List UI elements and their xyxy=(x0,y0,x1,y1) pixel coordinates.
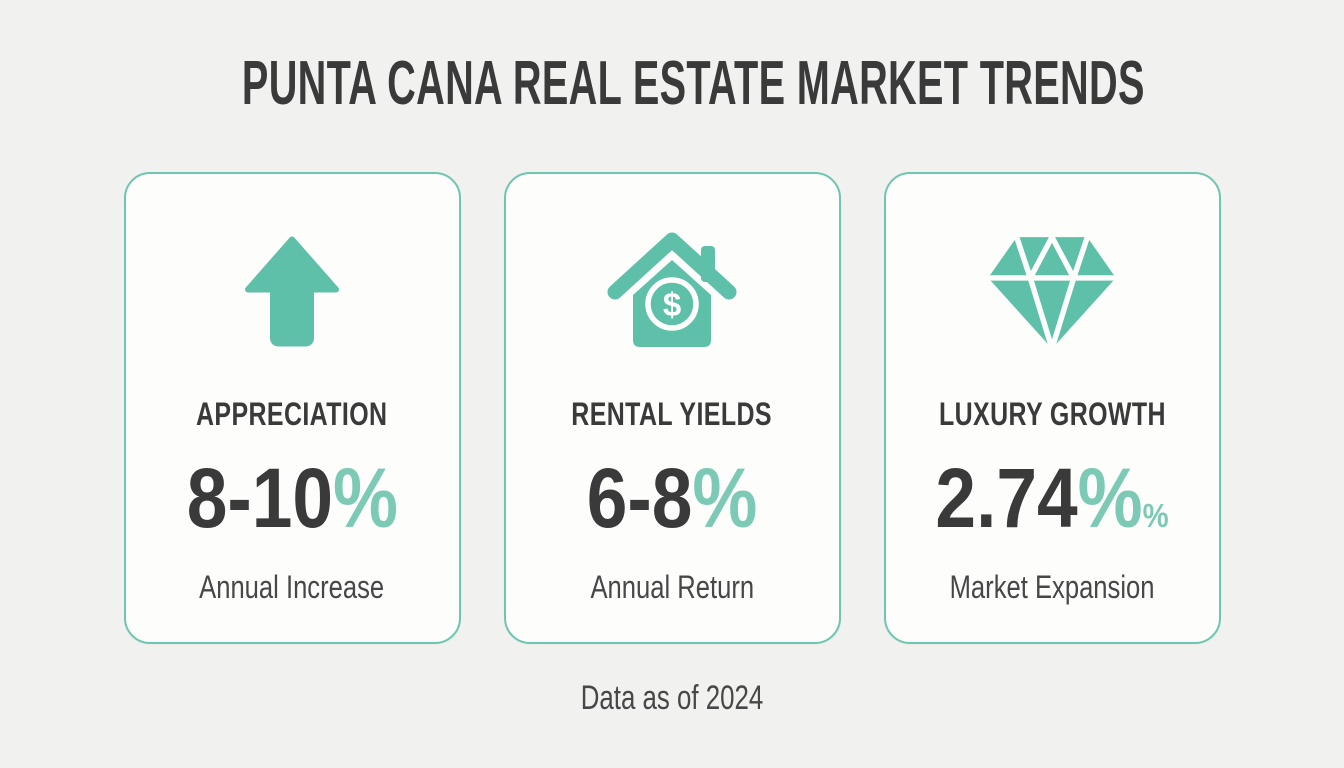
value-percent-sign: % xyxy=(332,451,398,545)
arrow-up-icon xyxy=(242,226,342,356)
card-value: 2.74%% xyxy=(935,456,1168,559)
card-luxury-growth: LUXURY GROWTH 2.74%% Market Expansion xyxy=(883,172,1221,644)
card-heading: APPRECIATION xyxy=(196,396,388,432)
dollar-sign: $ xyxy=(663,286,681,323)
card-sublabel: Annual Increase xyxy=(199,569,385,605)
diamond-icon xyxy=(984,226,1120,356)
card-heading: LUXURY GROWTH xyxy=(938,396,1166,432)
cards-row: APPRECIATION 8-10% Annual Increase $ REN… xyxy=(0,172,1344,644)
value-percent-sign: % xyxy=(1077,451,1143,545)
value-number: 8-10 xyxy=(186,451,333,545)
card-sublabel: Annual Return xyxy=(590,569,754,605)
card-sublabel: Market Expansion xyxy=(949,569,1155,605)
card-rental-yields: $ RENTAL YIELDS 6-8% Annual Return xyxy=(503,172,841,644)
value-percent-sign: % xyxy=(692,451,758,545)
house-dollar-icon: $ xyxy=(605,226,739,356)
value-number: 6-8 xyxy=(586,451,693,545)
card-heading: RENTAL YIELDS xyxy=(571,396,773,432)
value-percent-sign-small: % xyxy=(1142,498,1169,535)
value-number: 2.74 xyxy=(935,451,1078,545)
card-appreciation: APPRECIATION 8-10% Annual Increase xyxy=(123,172,461,644)
card-value: 6-8% xyxy=(587,456,758,559)
card-value: 8-10% xyxy=(186,456,397,559)
page-title: PUNTA CANA REAL ESTATE MARKET TRENDS xyxy=(241,49,1145,118)
data-as-of-note: Data as of 2024 xyxy=(580,679,764,717)
